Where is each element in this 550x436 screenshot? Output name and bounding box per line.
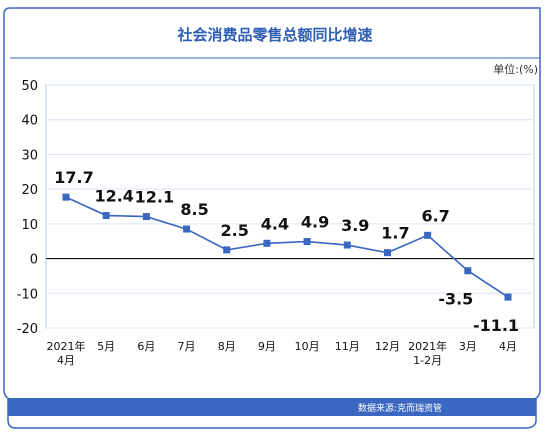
y-tick-label: 10 [21, 218, 38, 233]
data-point [383, 249, 391, 257]
y-tick-label: -10 [17, 287, 38, 302]
y-tick-label: 30 [21, 148, 38, 163]
data-label: -11.1 [473, 316, 519, 335]
data-label: 2.5 [221, 221, 249, 240]
data-point [343, 241, 351, 249]
data-point [142, 213, 150, 221]
data-point [303, 238, 311, 246]
data-points [62, 193, 512, 301]
x-tick-label: 8月 [218, 340, 236, 353]
data-label: 4.4 [261, 214, 289, 233]
y-tick-label: 20 [21, 183, 38, 198]
x-tick-label: 7月 [178, 340, 196, 353]
data-point [504, 293, 512, 301]
x-tick-label: 10月 [295, 340, 320, 353]
x-tick-label: 6月 [137, 340, 155, 353]
data-label: 8.5 [180, 200, 208, 219]
footer-bar [8, 398, 536, 416]
x-tick-label: 2021年 4月 [47, 339, 86, 367]
data-label: -3.5 [438, 290, 473, 309]
data-point [62, 193, 70, 201]
y-tick-label: -20 [17, 322, 38, 337]
data-point [424, 231, 432, 239]
data-label: 3.9 [341, 216, 369, 235]
data-label: 4.9 [301, 213, 329, 232]
data-label: 12.4 [94, 187, 133, 206]
x-tick-label: 3月 [459, 340, 477, 353]
y-tick-label: 0 [30, 253, 38, 268]
x-tick-label: 9月 [258, 340, 276, 353]
data-label: 6.7 [421, 206, 449, 225]
y-tick-label: 50 [21, 79, 38, 94]
data-label: 12.1 [135, 188, 174, 207]
series-line [65, 196, 509, 298]
data-point [464, 267, 472, 275]
x-tick-label: 12月 [375, 340, 400, 353]
y-tick-label: 40 [21, 114, 38, 129]
chart-title: 社会消费品零售总额同比增速 [176, 26, 372, 44]
data-point [263, 239, 271, 247]
unit-label: 单位:(%) [493, 62, 538, 76]
data-label: 17.7 [54, 168, 93, 187]
x-tick-label: 2021年 1-2月 [408, 339, 447, 367]
x-axis-ticks: 2021年 4月 5月 6月 7月 8月 9月 10月 11月 12月 2021年 1-2月 3月 4月 [47, 339, 518, 367]
data-point [223, 246, 231, 254]
x-tick-label: 4月 [499, 340, 517, 353]
data-point [183, 225, 191, 233]
y-axis-ticks: 50 40 30 20 10 0 -10 -20 [17, 79, 38, 337]
x-tick-label: 5月 [97, 340, 115, 353]
data-point [102, 212, 110, 220]
card-border [3, 7, 541, 429]
source-label: 数据来源:克而瑞资管 [358, 402, 442, 414]
grid-lines [46, 84, 534, 329]
x-tick-label: 11月 [335, 340, 360, 353]
data-label: 1.7 [381, 224, 409, 243]
data-labels: 17.712.4 12.1 8.5 2.5 4.4 4.9 3.9 1.7 6.7 -3.5-11… [54, 168, 519, 335]
